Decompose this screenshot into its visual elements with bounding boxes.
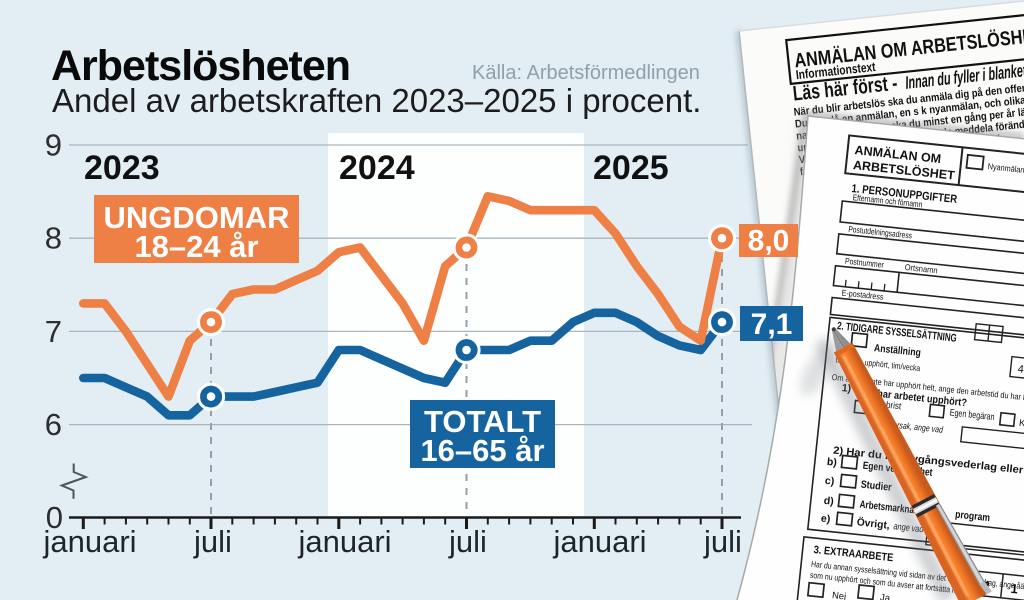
svg-text:Postnummer: Postnummer <box>845 256 885 270</box>
svg-text:juli: juli <box>448 524 487 559</box>
svg-text:Andel av arbetskraften 2023–20: Andel av arbetskraften 2023–2025 i proce… <box>52 82 701 119</box>
svg-text:K: K <box>1018 418 1024 430</box>
svg-text:TOTALT: TOTALT <box>424 404 541 439</box>
svg-text:Källa: Arbetsförmedlingen: Källa: Arbetsförmedlingen <box>472 62 700 84</box>
svg-text:UNGDOMAR: UNGDOMAR <box>104 200 290 235</box>
svg-text:2025: 2025 <box>593 149 669 187</box>
svg-text:juli: juli <box>193 524 232 559</box>
svg-text:c): c) <box>824 475 835 488</box>
svg-text:Nej: Nej <box>831 590 846 600</box>
svg-text:1: 1 <box>1010 581 1019 597</box>
svg-text:d): d) <box>823 495 834 508</box>
svg-text:8,0: 8,0 <box>748 225 790 258</box>
svg-text:Egen begäran: Egen begäran <box>949 407 995 423</box>
svg-text:e): e) <box>820 513 831 526</box>
svg-text:2024: 2024 <box>339 149 415 187</box>
svg-text:juli: juli <box>703 524 742 559</box>
svg-text:0: 0 <box>46 500 63 535</box>
svg-text:6: 6 <box>45 407 62 442</box>
svg-text:7,1: 7,1 <box>751 308 793 341</box>
svg-text:Anställning: Anställning <box>873 342 921 359</box>
svg-text:b): b) <box>826 456 837 469</box>
svg-text:januari: januari <box>297 524 391 559</box>
svg-text:8: 8 <box>45 221 62 256</box>
svg-text:Ortsnamn: Ortsnamn <box>904 262 938 275</box>
svg-text:18–24 år: 18–24 år <box>134 229 258 264</box>
svg-text:program: program <box>955 509 991 525</box>
svg-text:Övrigt,: Övrigt, <box>856 515 890 531</box>
svg-text:januari: januari <box>552 524 646 559</box>
svg-text:16–65 år: 16–65 år <box>420 433 544 468</box>
svg-text:9: 9 <box>45 128 62 163</box>
svg-text:Ja: Ja <box>879 592 891 600</box>
svg-text:E-postadress: E-postadress <box>841 288 884 302</box>
svg-text:Nyanmälan: Nyanmälan <box>987 161 1024 175</box>
svg-text:Arbetslösheten: Arbetslösheten <box>51 42 350 90</box>
svg-text:7: 7 <box>45 314 62 349</box>
svg-text:2023: 2023 <box>84 149 160 187</box>
svg-text:4: 4 <box>1017 363 1024 376</box>
svg-text:januari: januari <box>42 524 136 559</box>
